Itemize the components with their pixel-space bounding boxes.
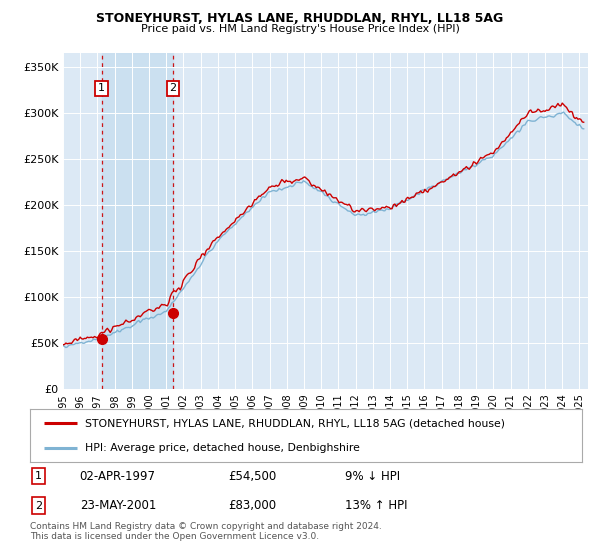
Text: 02-APR-1997: 02-APR-1997 (80, 470, 155, 483)
Text: £83,000: £83,000 (229, 499, 277, 512)
Text: Price paid vs. HM Land Registry's House Price Index (HPI): Price paid vs. HM Land Registry's House … (140, 24, 460, 34)
Text: 23-MAY-2001: 23-MAY-2001 (80, 499, 156, 512)
Text: £54,500: £54,500 (229, 470, 277, 483)
Text: HPI: Average price, detached house, Denbighshire: HPI: Average price, detached house, Denb… (85, 442, 360, 452)
Text: Contains HM Land Registry data © Crown copyright and database right 2024.: Contains HM Land Registry data © Crown c… (30, 522, 382, 531)
Text: 2: 2 (169, 83, 176, 94)
Text: 13% ↑ HPI: 13% ↑ HPI (344, 499, 407, 512)
Text: 2: 2 (35, 501, 42, 511)
Text: STONEYHURST, HYLAS LANE, RHUDDLAN, RHYL, LL18 5AG: STONEYHURST, HYLAS LANE, RHUDDLAN, RHYL,… (97, 12, 503, 25)
Text: This data is licensed under the Open Government Licence v3.0.: This data is licensed under the Open Gov… (30, 532, 319, 541)
Text: 1: 1 (98, 83, 105, 94)
Text: STONEYHURST, HYLAS LANE, RHUDDLAN, RHYL, LL18 5AG (detached house): STONEYHURST, HYLAS LANE, RHUDDLAN, RHYL,… (85, 418, 505, 428)
Text: 1: 1 (35, 471, 42, 481)
Text: 9% ↓ HPI: 9% ↓ HPI (344, 470, 400, 483)
Bar (102, 53, 173, 389)
